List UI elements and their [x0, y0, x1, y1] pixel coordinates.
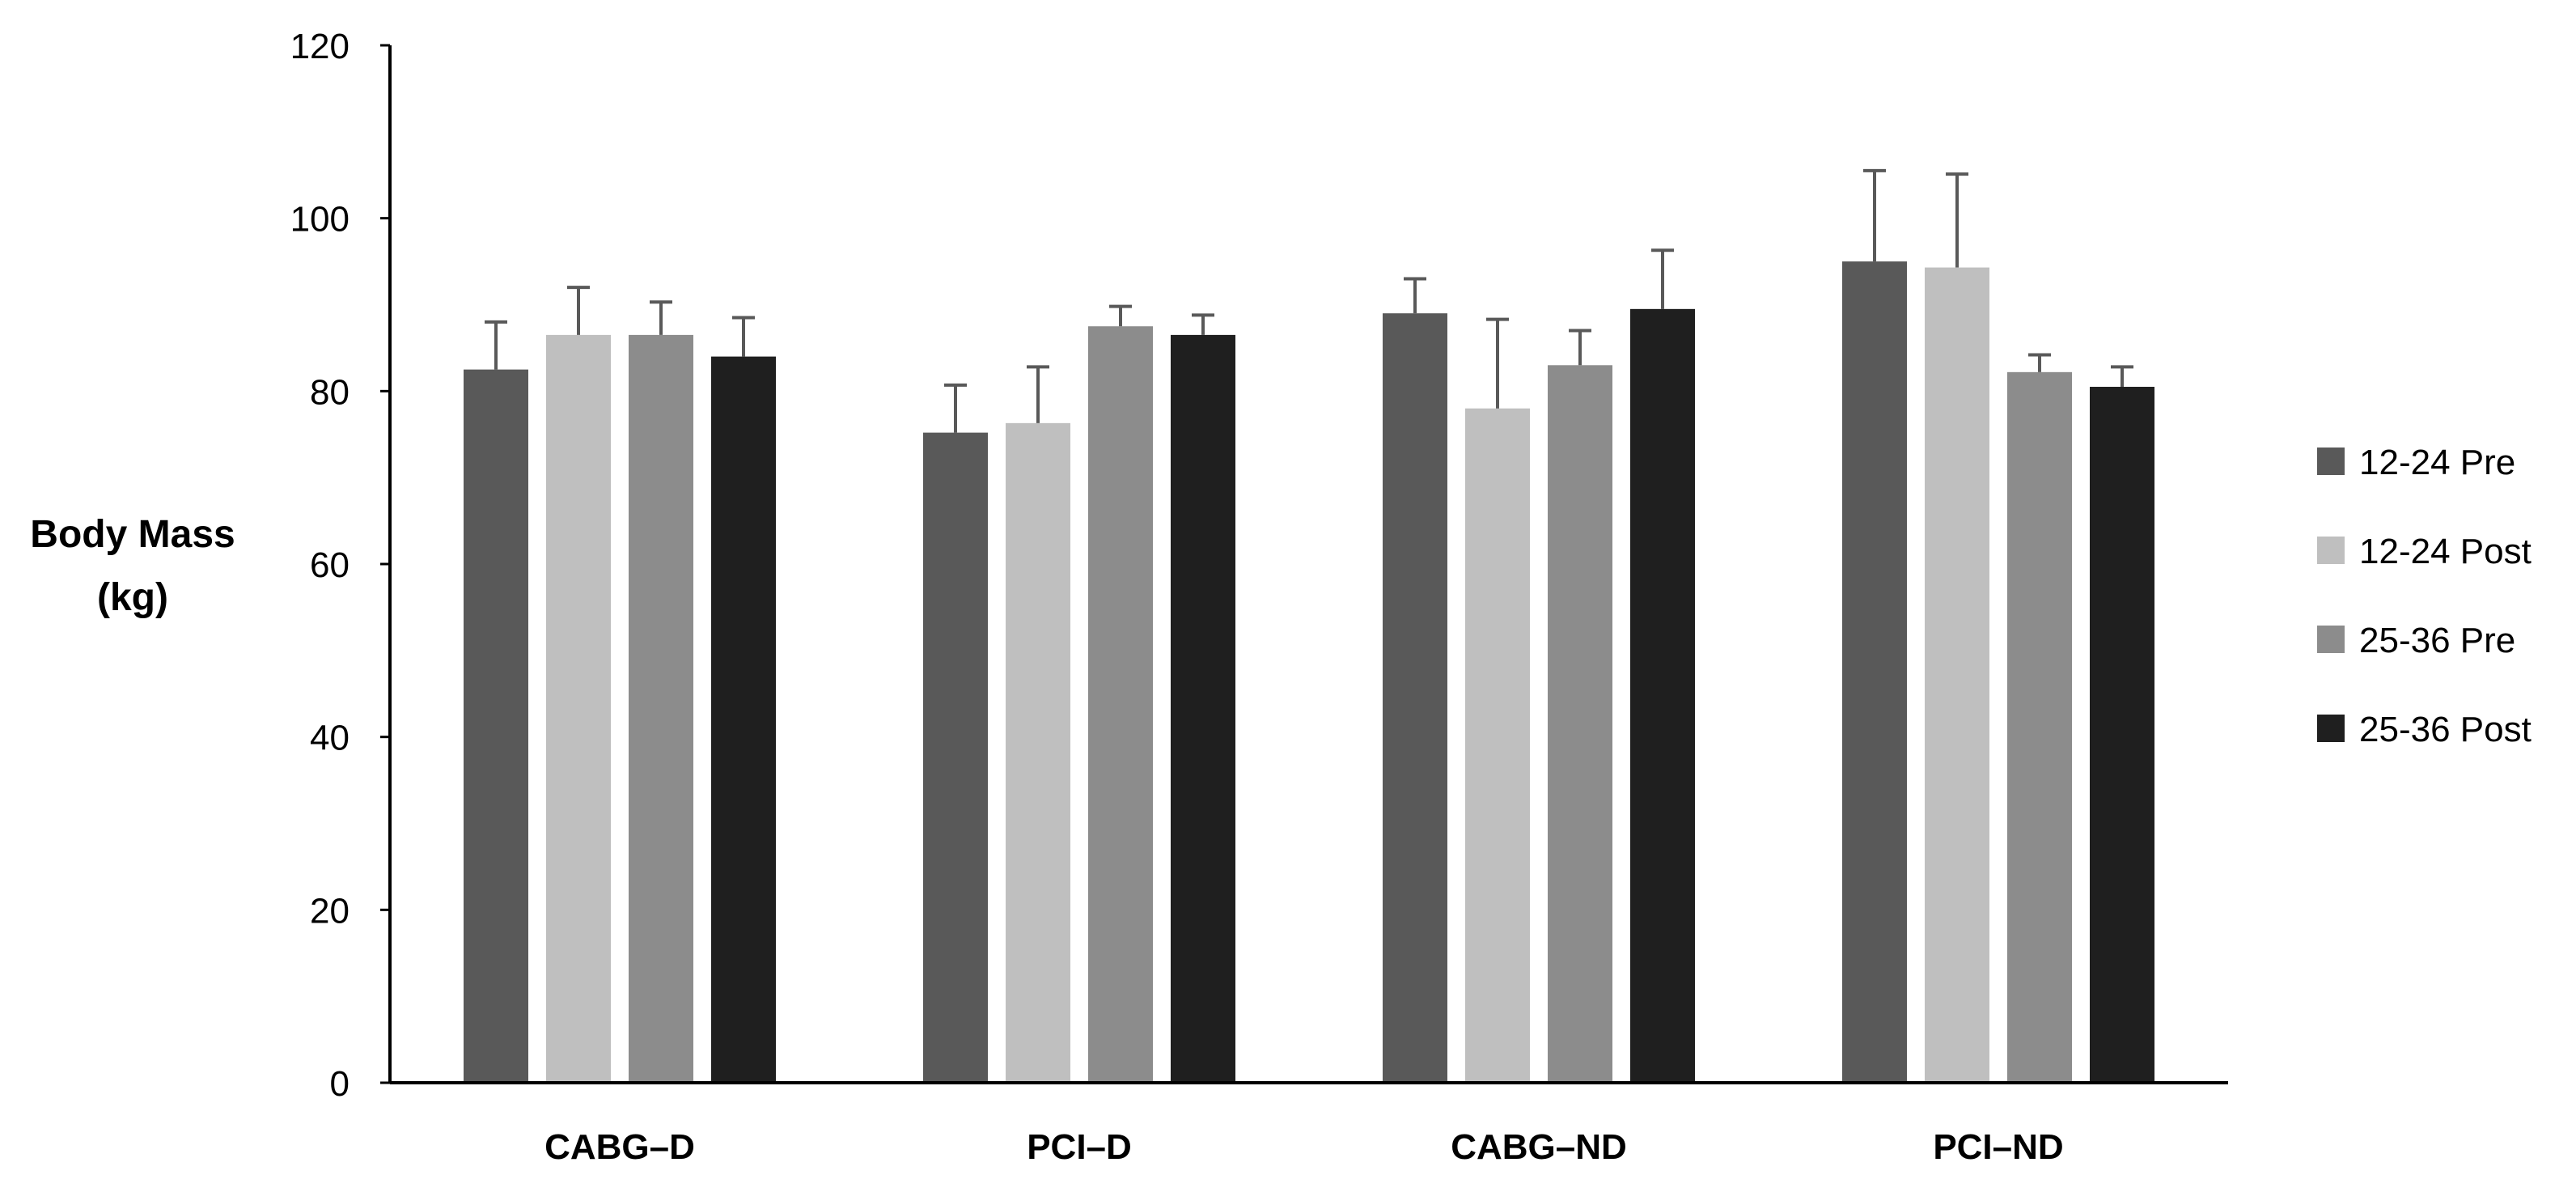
x-category-label: CABG–D — [544, 1127, 695, 1167]
legend-label: 12-24 Pre — [2359, 443, 2515, 482]
y-tick-label: 120 — [290, 27, 350, 66]
y-tick-label: 20 — [310, 891, 350, 931]
x-category-label: CABG–ND — [1451, 1127, 1627, 1167]
x-axis-ticks: CABG–D PCI–D CABG–ND PCI–ND — [544, 1127, 2064, 1167]
bar-4-3 — [1630, 308, 1695, 1083]
bar-1-2 — [923, 432, 988, 1083]
y-tick-label: 60 — [310, 545, 350, 585]
bar-2-2 — [1006, 422, 1070, 1083]
legend-swatch — [2317, 715, 2345, 742]
bar-3-1 — [629, 334, 693, 1083]
error-bars-group — [485, 168, 2133, 433]
y-axis-label-line: Body Mass — [30, 513, 235, 556]
legend-swatch — [2317, 448, 2345, 475]
bar-1-4 — [1842, 261, 1907, 1083]
bar-3-2 — [1088, 326, 1153, 1083]
bar-3-4 — [2007, 371, 2072, 1084]
x-category-label: PCI–ND — [1933, 1127, 2063, 1167]
y-tick-label: 0 — [330, 1064, 350, 1104]
legend-swatch — [2317, 626, 2345, 653]
y-tick-label: 80 — [310, 372, 350, 412]
y-axis-ticks: 0 20 40 60 80 100 120 — [290, 27, 390, 1104]
axes-group — [388, 45, 2228, 1084]
y-axis-label-line: (kg) — [97, 576, 168, 619]
y-tick-label: 100 — [290, 200, 350, 240]
bar-2-4 — [1925, 267, 1989, 1084]
bar-3-3 — [1548, 365, 1612, 1083]
bar-4-1 — [711, 356, 776, 1084]
bar-1-1 — [464, 369, 528, 1083]
y-tick-label: 40 — [310, 719, 350, 758]
legend-swatch — [2317, 537, 2345, 564]
bars-group — [464, 261, 2154, 1084]
bar-4-4 — [2090, 386, 2154, 1083]
x-category-label: PCI–D — [1027, 1127, 1132, 1167]
legend: 12-24 Pre 12-24 Post 25-36 Pre 25-36 Post — [2317, 443, 2532, 749]
y-axis-label: Body Mass (kg) — [30, 513, 235, 619]
bar-2-3 — [1465, 408, 1530, 1083]
legend-label: 25-36 Pre — [2359, 621, 2515, 660]
bar-2-1 — [546, 334, 611, 1083]
bar-4-2 — [1171, 334, 1235, 1083]
legend-label: 12-24 Post — [2359, 532, 2532, 571]
bar-1-3 — [1383, 313, 1447, 1083]
legend-label: 25-36 Post — [2359, 710, 2532, 749]
